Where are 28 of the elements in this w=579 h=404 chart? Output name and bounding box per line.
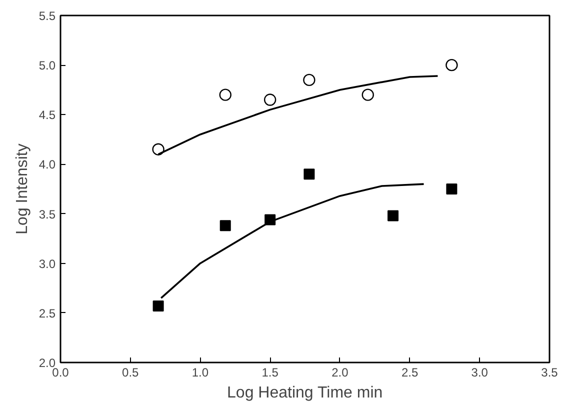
y-tick-label: 5.5 <box>38 9 56 23</box>
point <box>264 94 276 106</box>
y-axis-title: Log Intensity <box>14 144 31 234</box>
y-tick-label: 4.0 <box>38 158 56 172</box>
point <box>220 220 231 232</box>
y-tick-label: 2.5 <box>38 306 56 320</box>
x-tick-label: 3.0 <box>471 366 488 380</box>
point <box>304 168 315 180</box>
point <box>362 88 374 101</box>
point <box>219 88 232 101</box>
point <box>152 300 164 312</box>
x-tick-label: 2.5 <box>401 366 418 380</box>
point <box>388 210 399 222</box>
point <box>303 74 316 86</box>
point <box>446 184 458 194</box>
y-tick-label: 4.5 <box>38 108 56 122</box>
x-axis-title: Log Heating Time min <box>227 384 383 402</box>
y-tick-label: 3.0 <box>38 256 56 271</box>
x-tick-label: 2.0 <box>332 366 349 380</box>
x-tick-label: 1.5 <box>262 366 279 380</box>
x-tick-label: 3.5 <box>541 366 558 380</box>
point <box>446 58 458 72</box>
y-tick-label: 3.5 <box>38 207 56 222</box>
line-series <box>160 183 425 299</box>
x-tick-label: 0.0 <box>52 366 70 380</box>
x-tick-label: 0.5 <box>122 366 140 380</box>
x-tick-label: 1.0 <box>192 366 209 380</box>
y-tick-label: 5.0 <box>38 58 56 73</box>
